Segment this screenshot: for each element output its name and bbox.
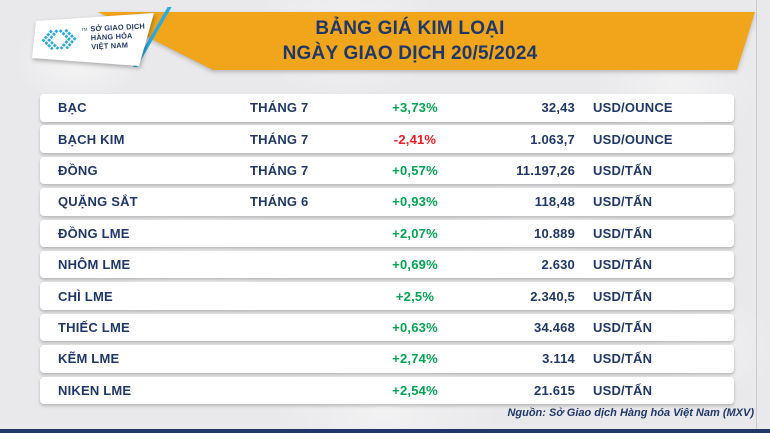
change-percent: +0,57% (392, 163, 438, 179)
table-row: KẼM LME +2,74% 3.114 USD/TẤN (40, 345, 734, 373)
commodity-name: BẠC (58, 100, 87, 116)
price-value: 118,48 (534, 194, 575, 210)
price-value: 21.615 (534, 382, 575, 398)
table-row: BẠC THÁNG 7 +3,73% 32,43 USD/OUNCE (40, 94, 734, 122)
table-row: NIKEN LME +2,54% 21.615 USD/TẤN (40, 376, 734, 405)
commodity-name: BẠCH KIM (58, 131, 125, 147)
price-table: BẠC THÁNG 7 +3,73% 32,43 USD/OUNCE BẠCH … (40, 94, 734, 405)
table-row: THIẾC LME +0,63% 34.468 USD/TẤN (40, 313, 734, 342)
table-row: ĐỒNG LME +2,07% 10.889 USD/TẤN (40, 219, 734, 248)
price-unit: USD/TẤN (593, 194, 653, 210)
commodity-name: KẼM LME (58, 351, 120, 367)
table-row: CHÌ LME +2,5% 2.340,5 USD/TẤN (40, 282, 734, 310)
price-value: 3.114 (542, 351, 575, 367)
price-unit: USD/OUNCE (593, 100, 673, 116)
price-unit: USD/TẤN (593, 382, 653, 398)
right-edge-divider (756, 0, 757, 433)
price-value: 2.630 (541, 257, 575, 273)
table-row: BẠCH KIM THÁNG 7 -2,41% 1.063,7 USD/OUNC… (40, 125, 734, 153)
change-percent: -2,41% (393, 131, 437, 147)
change-percent: +2,74% (392, 351, 438, 367)
commodity-name: NHÔM LME (58, 257, 131, 273)
price-value: 11.197,26 (516, 163, 575, 179)
price-unit: USD/TẤN (593, 225, 653, 241)
change-percent: +2,07% (392, 225, 438, 241)
change-percent: +0,93% (392, 194, 438, 210)
price-value: 32,43 (541, 100, 575, 116)
table-row: NHÔM LME +0,69% 2.630 USD/TẤN (40, 250, 734, 279)
change-percent: +3,73% (392, 100, 438, 116)
source-credit: Nguồn: Sở Giao dịch Hàng hóa Việt Nam (M… (507, 407, 754, 419)
change-percent: +2,5% (395, 288, 435, 304)
table-row: QUẶNG SẮT THÁNG 6 +0,93% 118,48 USD/TẤN (40, 188, 734, 216)
commodity-name: NIKEN LME (58, 382, 132, 398)
banner-title-line2: NGÀY GIAO DỊCH 20/5/2024 (282, 43, 538, 64)
price-unit: USD/OUNCE (593, 131, 673, 147)
price-unit: USD/TẤN (593, 163, 653, 179)
price-value: 2.340,5 (530, 288, 575, 304)
commodity-name: CHÌ LME (58, 288, 113, 304)
price-unit: USD/TẤN (593, 257, 653, 273)
mxv-chevrons-icon (41, 28, 77, 51)
commodity-name: ĐỒNG (58, 163, 98, 179)
commodity-name: ĐỒNG LME (58, 225, 130, 241)
banner-title: BẢNG GIÁ KIM LOẠI NGÀY GIAO DỊCH 20/5/20… (215, 12, 605, 70)
price-unit: USD/TẤN (593, 351, 653, 367)
contract-month: THÁNG 6 (250, 194, 309, 210)
commodity-name: QUẶNG SẮT (58, 194, 138, 210)
commodity-name: THIẾC LME (58, 319, 130, 335)
mxv-logo-plate: TM SỞ GIAO DỊCH HÀNG HÓA VIỆT NAM (30, 11, 158, 68)
price-unit: USD/TẤN (593, 319, 653, 335)
change-percent: +0,69% (392, 257, 438, 273)
price-value: 10.889 (534, 225, 575, 241)
price-unit: USD/TẤN (593, 288, 653, 304)
bottom-border (0, 429, 770, 433)
table-row: ĐỒNG THÁNG 7 +0,57% 11.197,26 USD/TẤN (40, 156, 734, 185)
trademark-mark: TM (81, 26, 88, 32)
mxv-org-name: SỞ GIAO DỊCH HÀNG HÓA VIỆT NAM (90, 22, 146, 52)
price-value: 1.063,7 (530, 131, 575, 147)
price-value: 34.468 (534, 319, 575, 335)
title-banner: BẢNG GIÁ KIM LOẠI NGÀY GIAO DỊCH 20/5/20… (95, 12, 755, 70)
change-percent: +0,63% (392, 319, 438, 335)
contract-month: THÁNG 7 (250, 163, 309, 179)
change-percent: +2,54% (392, 382, 438, 398)
contract-month: THÁNG 7 (250, 131, 309, 147)
banner-title-line1: BẢNG GIÁ KIM LOẠI (315, 17, 505, 39)
contract-month: THÁNG 7 (250, 100, 309, 116)
